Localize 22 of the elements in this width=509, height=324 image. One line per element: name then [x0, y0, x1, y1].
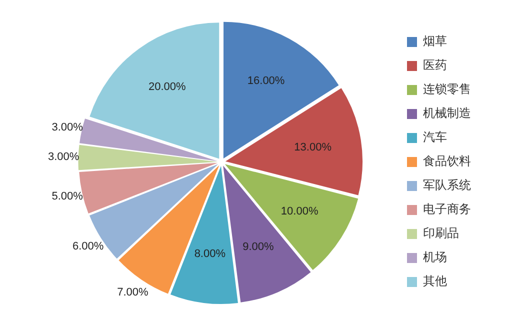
legend-label: 医药 [423, 58, 447, 72]
data-label: 3.00% [52, 122, 84, 134]
legend-label: 食品饮料 [423, 154, 471, 168]
data-label: 5.00% [52, 190, 84, 202]
legend-label: 机场 [423, 250, 447, 264]
data-label: 6.00% [72, 240, 104, 253]
data-label: 9.00% [242, 240, 274, 253]
data-label: 10.00% [280, 206, 318, 218]
data-label: 20.00% [148, 81, 186, 94]
legend-label: 汽车 [423, 130, 447, 144]
data-label: 7.00% [117, 286, 148, 299]
legend-label: 机械制造 [423, 106, 471, 120]
legend-label: 其他 [423, 274, 447, 288]
legend-label: 军队系统 [423, 178, 471, 192]
data-label: 8.00% [194, 248, 226, 260]
data-label: 3.00% [48, 151, 80, 164]
legend-label: 电子商务 [423, 202, 471, 216]
legend-label: 连锁零售 [423, 82, 471, 96]
data-label: 16.00% [247, 74, 285, 87]
legend-label: 印刷品 [423, 226, 459, 240]
data-label: 13.00% [294, 142, 332, 154]
legend-label: 烟草 [423, 34, 447, 48]
